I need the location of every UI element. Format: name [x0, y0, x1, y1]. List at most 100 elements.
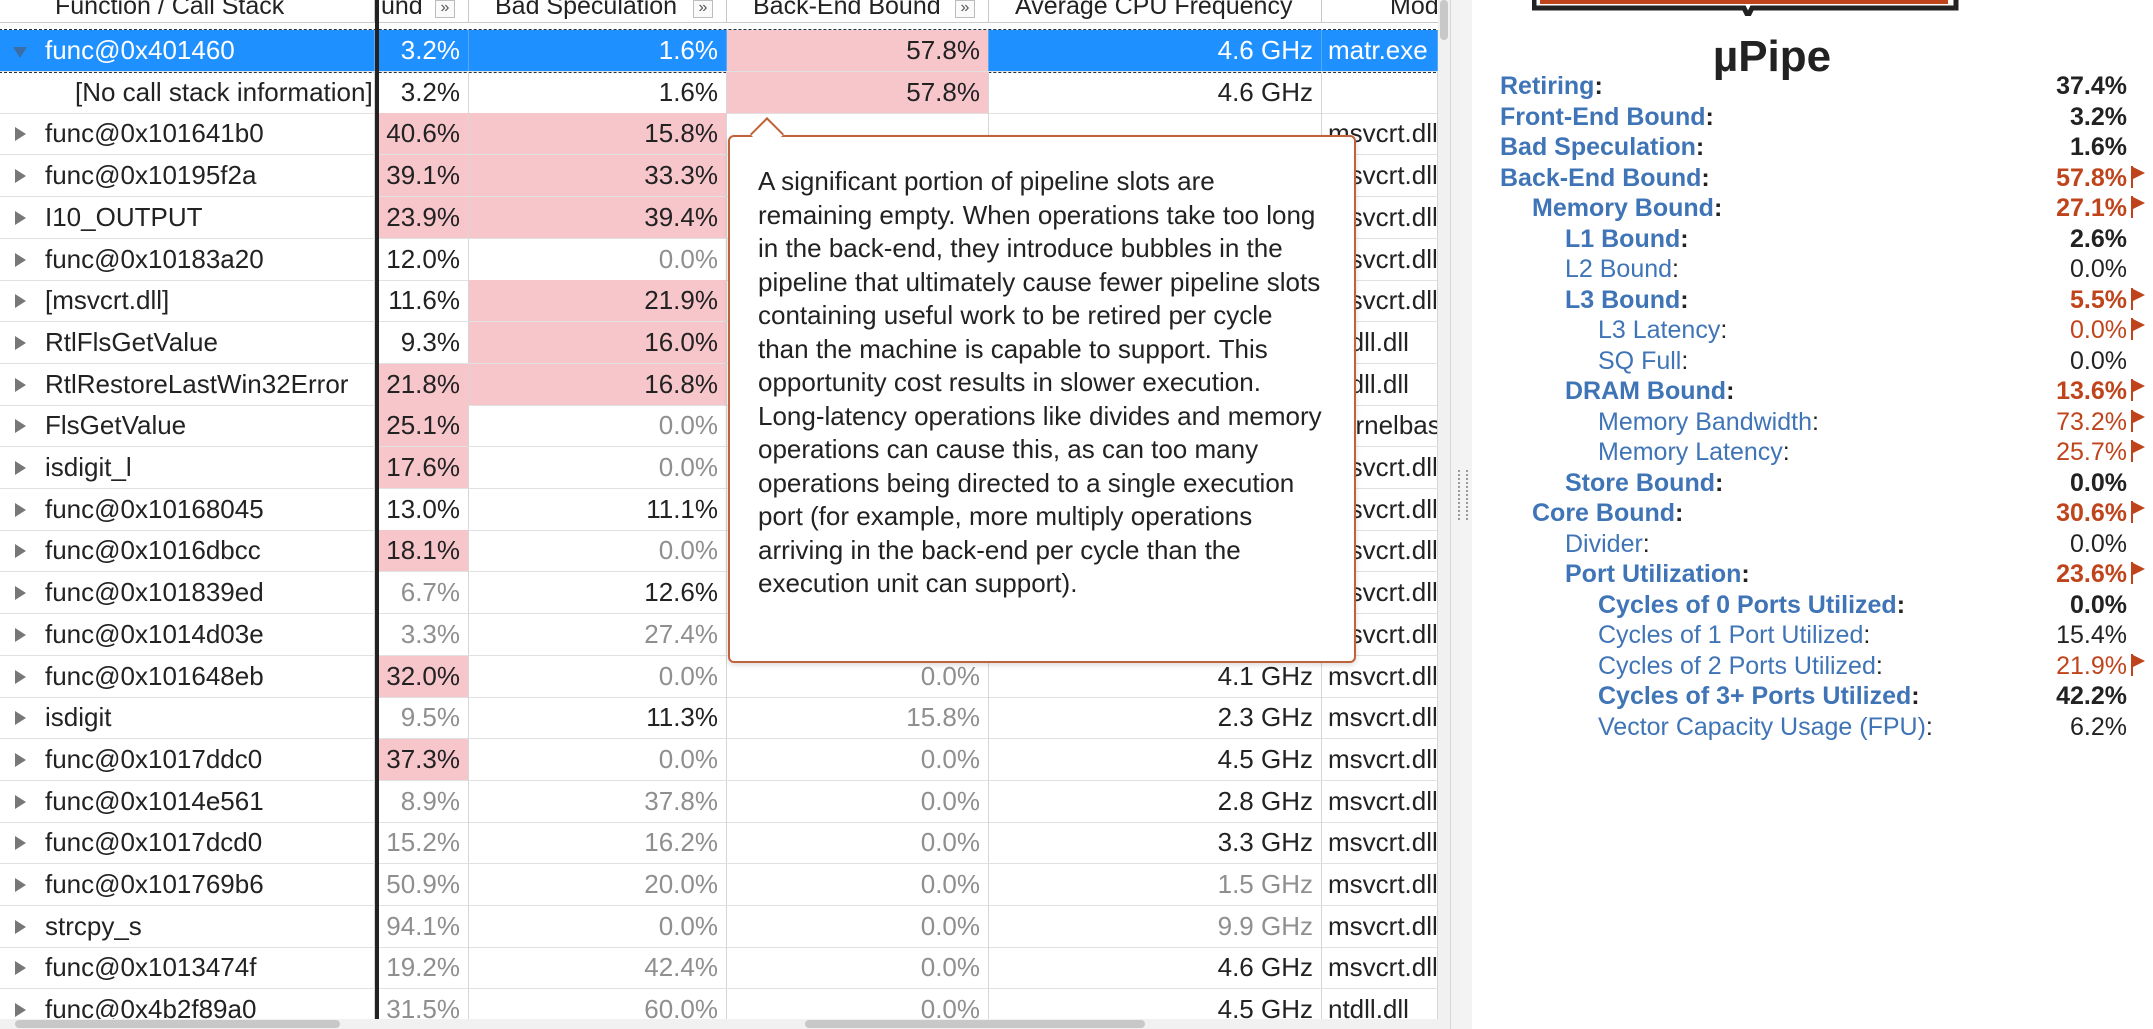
metric-label[interactable]: L3 Latency:: [1598, 316, 1728, 344]
header-avg-cpu-frequency[interactable]: Average CPU Frequency: [989, 0, 1322, 22]
metric-label[interactable]: L3 Bound:: [1565, 285, 1689, 314]
collapse-triangle-icon[interactable]: [13, 47, 27, 58]
metric-label[interactable]: Memory Latency:: [1598, 438, 1790, 466]
table-row[interactable]: func@0x1014e561 8.9% 37.8% 0.0% 2.8 GHz msvcr…: [0, 780, 1450, 823]
metric-label[interactable]: Bad Speculation:: [1500, 133, 1705, 161]
header-module[interactable]: Mod: [1322, 0, 1438, 22]
metric-value: 0.0%: [1993, 255, 2153, 284]
frozen-scrollbar-thumb[interactable]: [15, 1020, 340, 1028]
function-name: func@0x1017dcd0: [45, 827, 263, 858]
expand-triangle-icon[interactable]: [15, 627, 26, 642]
metric-label[interactable]: Port Utilization:: [1565, 560, 1750, 588]
metric-value: 25.7%: [1993, 438, 2153, 467]
metric-label[interactable]: Memory Bound:: [1532, 194, 1723, 222]
splitter-grip-icon[interactable]: [1458, 470, 1468, 520]
expand-triangle-icon[interactable]: [15, 961, 26, 976]
metric-value-text: 25.7%: [2056, 438, 2127, 466]
vertical-scrollbar-thumb[interactable]: [1440, 0, 1448, 40]
table-row[interactable]: func@0x1013474f 19.2% 42.4% 0.0% 4.6 GHz msvc…: [0, 947, 1450, 990]
expand-triangle-icon[interactable]: [15, 210, 26, 225]
expand-triangle-icon[interactable]: [15, 502, 26, 517]
table-row[interactable]: strcpy_s 94.1% 0.0% 0.0% 9.9 GHz msvcrt.dll: [0, 905, 1450, 948]
bs-cell: 16.8%: [469, 363, 727, 405]
expand-triangle-icon[interactable]: [15, 1003, 26, 1018]
metric-label[interactable]: Back-End Bound:: [1500, 163, 1710, 192]
expand-column-button[interactable]: »: [435, 0, 455, 18]
table-row[interactable]: func@0x101769b6 50.9% 20.0% 0.0% 1.5 GHz msvc…: [0, 864, 1450, 906]
metric-label[interactable]: Divider:: [1565, 529, 1650, 558]
metric-label[interactable]: Memory Bandwidth:: [1598, 407, 1819, 436]
expand-triangle-icon[interactable]: [15, 919, 26, 934]
metric-label[interactable]: Vector Capacity Usage (FPU):: [1598, 712, 1933, 741]
metric-label-text: Divider: [1565, 529, 1643, 558]
table-row[interactable]: func@0x101648eb 32.0% 0.0% 0.0% 4.1 GHz msvcr…: [0, 655, 1450, 698]
expand-triangle-icon[interactable]: [15, 294, 26, 309]
mod-cell: msvcrt.dll: [1322, 655, 1438, 697]
expand-column-button[interactable]: »: [693, 0, 713, 18]
horizontal-scrollbar[interactable]: [0, 1019, 1450, 1029]
metric-label[interactable]: Front-End Bound:: [1500, 102, 1714, 131]
expand-triangle-icon[interactable]: [15, 461, 26, 475]
table-row[interactable]: I10_OUTPUT 23.9% 39.4% msvcrt.dll: [0, 196, 1450, 239]
horizontal-scrollbar-thumb[interactable]: [805, 1020, 1145, 1028]
function-cell: strcpy_s: [0, 905, 375, 947]
expand-triangle-icon[interactable]: [15, 836, 26, 851]
metric-label[interactable]: Cycles of 3+ Ports Utilized:: [1598, 682, 1920, 710]
table-row[interactable]: func@0x101641b0 40.6% 15.8% msvcrt.dll: [0, 113, 1450, 156]
metric-label[interactable]: L1 Bound:: [1565, 224, 1689, 253]
header-frontend[interactable]: und »: [379, 0, 469, 22]
table-row[interactable]: RtlRestoreLastWin32Error 21.8% 16.8% ntdll.…: [0, 363, 1450, 406]
metric-value: 23.6%: [1993, 560, 2153, 589]
expand-triangle-icon[interactable]: [15, 669, 26, 684]
expand-triangle-icon[interactable]: [15, 544, 26, 559]
metric-label[interactable]: Store Bound:: [1565, 468, 1724, 497]
expand-triangle-icon[interactable]: [15, 752, 26, 767]
expand-triangle-icon[interactable]: [15, 377, 26, 392]
header-bad-speculation[interactable]: Bad Speculation »: [469, 0, 727, 22]
function-cell: func@0x101769b6: [0, 864, 375, 905]
metric-value: 2.6%: [1993, 225, 2153, 254]
expand-triangle-icon[interactable]: [15, 335, 26, 350]
metric-row: Front-End Bound: 3.2%: [1472, 103, 2153, 143]
metric-label[interactable]: Cycles of 1 Port Utilized:: [1598, 621, 1871, 649]
frozen-column-divider[interactable]: [375, 0, 379, 1029]
expand-triangle-icon[interactable]: [15, 711, 26, 726]
metric-label[interactable]: Retiring:: [1500, 72, 1603, 100]
metric-label[interactable]: DRAM Bound:: [1565, 377, 1735, 405]
pane-splitter[interactable]: [1450, 0, 1472, 1029]
table-row[interactable]: func@0x10195f2a 39.1% 33.3% msvcrt.dll: [0, 155, 1450, 198]
header-back-end-bound[interactable]: Back-End Bound »: [727, 0, 989, 22]
metric-row: L3 Latency: 0.0%: [1472, 316, 2153, 356]
table-row[interactable]: func@0x1016dbcc 18.1% 0.0% msvcrt.dll: [0, 530, 1450, 573]
table-row[interactable]: func@0x1017dcd0 15.2% 16.2% 0.0% 3.3 GHz msvc…: [0, 822, 1450, 865]
metric-label[interactable]: Cycles of 0 Ports Utilized:: [1598, 590, 1906, 619]
metric-label[interactable]: SQ Full:: [1598, 346, 1689, 375]
grid-header: Function / Call Stack und » Bad Speculat…: [0, 0, 1450, 23]
table-row[interactable]: [No call stack information] 3.2% 1.6% 57.8%…: [0, 71, 1450, 114]
table-row[interactable]: RtlFlsGetValue 9.3% 16.0% ntdll.dll: [0, 321, 1450, 364]
table-row[interactable]: isdigit 9.5% 11.3% 15.8% 2.3 GHz msvcrt.dll: [0, 697, 1450, 740]
table-row[interactable]: func@0x101839ed 6.7% 12.6% msvcrt.dll: [0, 572, 1450, 615]
metric-row: Cycles of 2 Ports Utilized: 21.9%: [1472, 652, 2153, 692]
table-row[interactable]: func@0x1017ddc0 37.3% 0.0% 0.0% 4.5 GHz msvcr…: [0, 738, 1450, 781]
table-row[interactable]: func@0x1014d03e 3.3% 27.4% msvcrt.dll: [0, 613, 1450, 656]
expand-column-button[interactable]: »: [955, 0, 975, 18]
expand-triangle-icon[interactable]: [15, 794, 26, 809]
expand-triangle-icon[interactable]: [15, 169, 26, 184]
mod-cell: msvcrt.dll: [1322, 697, 1438, 739]
header-function[interactable]: Function / Call Stack: [0, 0, 375, 22]
expand-triangle-icon[interactable]: [15, 419, 26, 434]
metric-label[interactable]: Cycles of 2 Ports Utilized:: [1598, 651, 1883, 680]
table-row[interactable]: func@0x401460 3.2% 1.6% 57.8% 4.6 GHz matr.ex…: [0, 29, 1450, 73]
expand-triangle-icon[interactable]: [15, 878, 26, 892]
bs-cell: 20.0%: [469, 864, 727, 905]
mod-cell: msvcrt.dll: [1322, 738, 1438, 780]
bs-cell: 0.0%: [469, 905, 727, 947]
metric-label[interactable]: L2 Bound:: [1565, 255, 1679, 283]
expand-triangle-icon[interactable]: [15, 252, 26, 267]
metric-label[interactable]: Core Bound:: [1532, 499, 1684, 527]
vertical-scrollbar[interactable]: [1438, 0, 1450, 1019]
expand-triangle-icon[interactable]: [15, 586, 26, 601]
expand-triangle-icon[interactable]: [15, 127, 26, 142]
metric-value-text: 2.6%: [2070, 224, 2127, 253]
